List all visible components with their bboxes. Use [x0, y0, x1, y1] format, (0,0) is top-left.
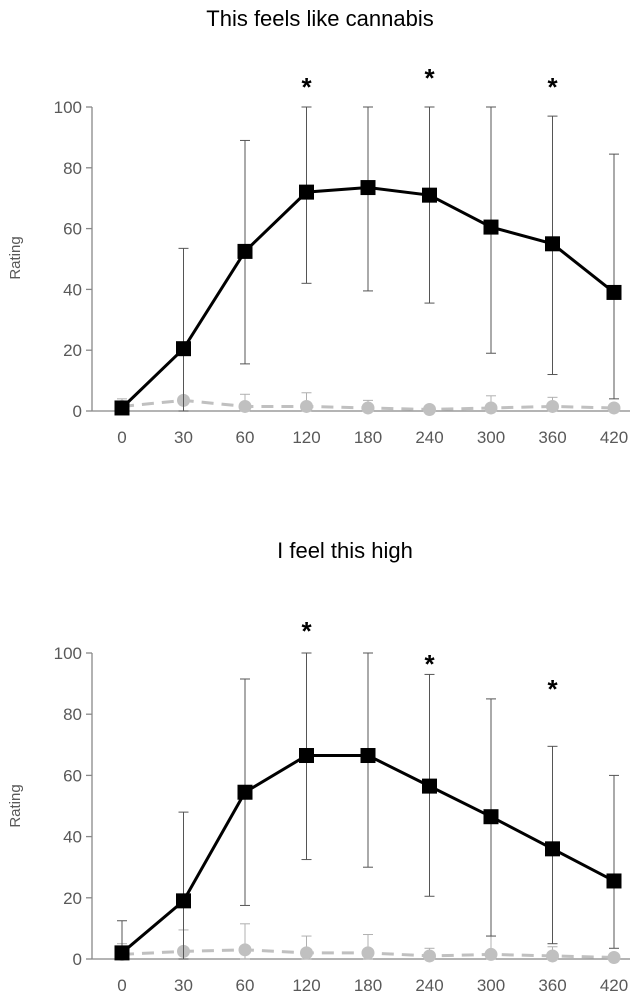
y-tick-label: 0 — [73, 950, 82, 969]
data-point-square — [299, 748, 314, 764]
x-tick-label: 180 — [354, 976, 382, 995]
y-tick-label: 100 — [54, 98, 82, 117]
significance-star: * — [547, 674, 558, 704]
x-tick-label: 60 — [236, 976, 255, 995]
y-tick-label: 20 — [63, 341, 82, 360]
significance-star: * — [301, 616, 312, 646]
x-tick-label: 0 — [117, 976, 126, 995]
x-tick-label: 30 — [174, 976, 193, 995]
y-tick-label: 100 — [54, 644, 82, 663]
data-point-square — [360, 180, 376, 196]
y-axis-label: Rating — [7, 236, 24, 279]
data-point-square — [114, 945, 130, 961]
data-point-circle — [484, 401, 498, 415]
data-point-circle — [546, 399, 559, 413]
data-point-square — [422, 778, 437, 794]
x-tick-label: 180 — [354, 428, 382, 447]
data-point-circle — [300, 399, 313, 413]
y-tick-label: 60 — [63, 220, 82, 239]
x-tick-label: 120 — [292, 428, 320, 447]
data-point-circle — [423, 402, 436, 416]
data-point-circle — [238, 943, 252, 957]
x-tick-label: 240 — [415, 976, 443, 995]
x-tick-label: 120 — [292, 976, 320, 995]
x-tick-label: 0 — [117, 428, 126, 447]
x-tick-label: 360 — [538, 976, 566, 995]
y-axis-label: Rating — [7, 784, 24, 827]
chart-panel-high: I feel this high Rating 0 20 40 60 80 100 0 30 6… — [7, 538, 630, 995]
significance-star: * — [424, 63, 435, 93]
data-point-square — [545, 841, 560, 857]
chart-panel-cannabis: This feels like cannabis Rating 0 20 40 60 8… — [7, 6, 630, 447]
data-point-square — [360, 748, 376, 764]
y-tick-label: 0 — [73, 402, 82, 421]
y-tick-label: 80 — [63, 159, 82, 178]
data-point-square — [606, 284, 622, 300]
data-point-circle — [607, 401, 621, 415]
data-point-square — [422, 187, 437, 203]
data-point-square — [299, 184, 314, 200]
data-point-square — [114, 400, 130, 416]
data-point-circle — [423, 949, 436, 963]
significance-star: * — [547, 72, 558, 102]
chart-title: I feel this high — [277, 538, 413, 563]
y-tick-label: 20 — [63, 889, 82, 908]
data-point-circle — [484, 947, 498, 961]
chart-title: This feels like cannabis — [206, 6, 433, 31]
x-tick-label: 420 — [600, 428, 628, 447]
x-tick-label: 300 — [477, 428, 505, 447]
data-point-square — [176, 341, 191, 357]
y-tick-label: 40 — [63, 280, 82, 299]
x-tick-label: 60 — [236, 428, 255, 447]
data-point-circle — [238, 399, 252, 413]
data-point-circle — [361, 401, 375, 415]
x-tick-label: 420 — [600, 976, 628, 995]
data-point-square — [606, 873, 622, 889]
data-point-square — [483, 809, 499, 825]
data-point-square — [237, 243, 253, 259]
data-point-circle — [300, 946, 313, 960]
data-point-square — [483, 219, 499, 235]
data-point-circle — [546, 949, 559, 963]
significance-star: * — [424, 649, 435, 679]
y-tick-label: 80 — [63, 705, 82, 724]
data-point-square — [176, 893, 191, 909]
x-tick-label: 360 — [538, 428, 566, 447]
data-point-circle — [607, 950, 621, 964]
x-tick-label: 240 — [415, 428, 443, 447]
data-point-circle — [361, 946, 375, 960]
x-tick-label: 300 — [477, 976, 505, 995]
data-point-square — [545, 236, 560, 252]
significance-star: * — [301, 72, 312, 102]
x-tick-label: 30 — [174, 428, 193, 447]
data-point-square — [237, 784, 253, 800]
y-tick-label: 40 — [63, 828, 82, 847]
y-tick-label: 60 — [63, 766, 82, 785]
